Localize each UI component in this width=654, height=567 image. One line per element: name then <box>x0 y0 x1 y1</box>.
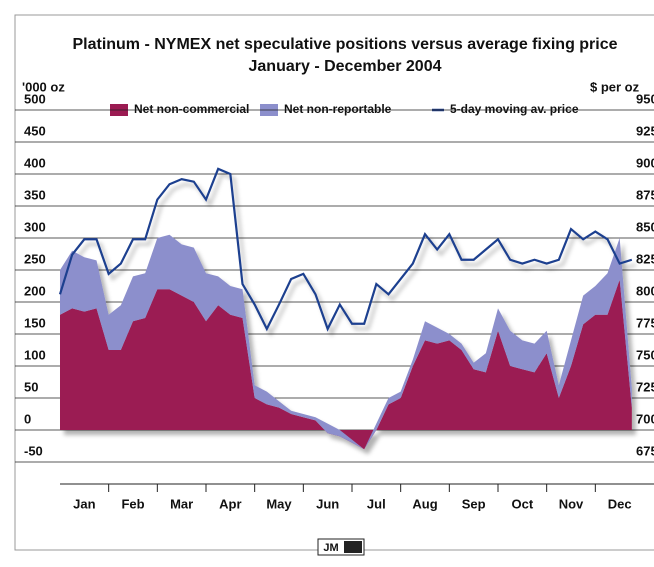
y-tick-label: 500 <box>24 91 46 106</box>
legend-label: Net non-commercial <box>134 102 249 116</box>
x-tick-label: Sep <box>462 496 486 511</box>
chart-subtitle: January - December 2004 <box>249 58 442 75</box>
y-tick-label: 0 <box>24 411 31 426</box>
logo: JM <box>323 542 338 554</box>
legend: Net non-commercial Net non-reportable 5-da… <box>110 102 579 116</box>
x-tick-label: Jun <box>316 496 339 511</box>
plot <box>58 167 633 450</box>
y-tick-label: 400 <box>24 155 46 170</box>
y2-axis-label: $ per oz <box>590 79 640 94</box>
x-tick-label: Mar <box>170 496 193 511</box>
x-tick-label: Jan <box>73 496 95 511</box>
y-tick-label: 300 <box>24 219 46 234</box>
x-tick-label: Aug <box>412 496 437 511</box>
y2-tick-label: 800 <box>636 283 654 298</box>
x-tick-label: Dec <box>608 496 632 511</box>
legend-label: Net non-reportable <box>284 102 392 116</box>
y2-tick-label: 875 <box>636 187 654 202</box>
y2-tick-label: 825 <box>636 251 654 266</box>
y2-tick-label: 925 <box>636 123 654 138</box>
x-tick-label: Jul <box>367 496 386 511</box>
x-tick-label: May <box>266 496 292 511</box>
legend-label: 5-day moving av. price <box>450 102 579 116</box>
chart-title: Platinum - NYMEX net speculative positio… <box>72 36 617 53</box>
price-line <box>58 167 633 332</box>
y-tick-label: 150 <box>24 315 46 330</box>
area <box>60 234 632 450</box>
y-tick-label: 50 <box>24 379 38 394</box>
y-tick-label: 350 <box>24 187 46 202</box>
x-tick-label: Feb <box>121 496 144 511</box>
y-tick-label: -50 <box>24 443 43 458</box>
y-axis-label: '000 oz <box>22 79 65 94</box>
y2-tick-label: 950 <box>636 91 654 106</box>
y2-tick-label: 900 <box>636 155 654 170</box>
x-tick-label: Apr <box>219 496 241 511</box>
frame <box>14 14 654 551</box>
logo-icon <box>344 541 362 553</box>
x-tick-label: Oct <box>511 496 533 511</box>
y-tick-label: 100 <box>24 347 46 362</box>
y2-tick-label: 850 <box>636 219 654 234</box>
x-tick-label: Nov <box>559 496 584 511</box>
y2-tick-label: 700 <box>636 411 654 426</box>
y-tick-label: 250 <box>24 251 46 266</box>
y2-tick-label: 725 <box>636 379 654 394</box>
area <box>60 279 632 450</box>
y2-tick-label: 750 <box>636 347 654 362</box>
y-tick-label: 450 <box>24 123 46 138</box>
y-tick-label: 200 <box>24 283 46 298</box>
y2-tick-label: 675 <box>636 443 654 458</box>
axes: -50 0 50 100 150 200 250 300 350 400 450 500 675 700 7… <box>24 91 654 511</box>
y2-tick-label: 775 <box>636 315 654 330</box>
